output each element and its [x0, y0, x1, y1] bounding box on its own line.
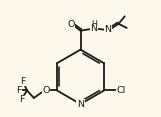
- Text: O: O: [67, 20, 75, 29]
- Text: F: F: [19, 95, 24, 104]
- Text: F: F: [20, 77, 26, 86]
- Text: N: N: [91, 24, 98, 33]
- Text: N: N: [104, 25, 111, 34]
- Text: N: N: [77, 100, 84, 109]
- Text: O: O: [42, 86, 50, 95]
- Text: F: F: [16, 86, 21, 95]
- Text: H: H: [91, 20, 97, 29]
- Text: Cl: Cl: [117, 86, 126, 95]
